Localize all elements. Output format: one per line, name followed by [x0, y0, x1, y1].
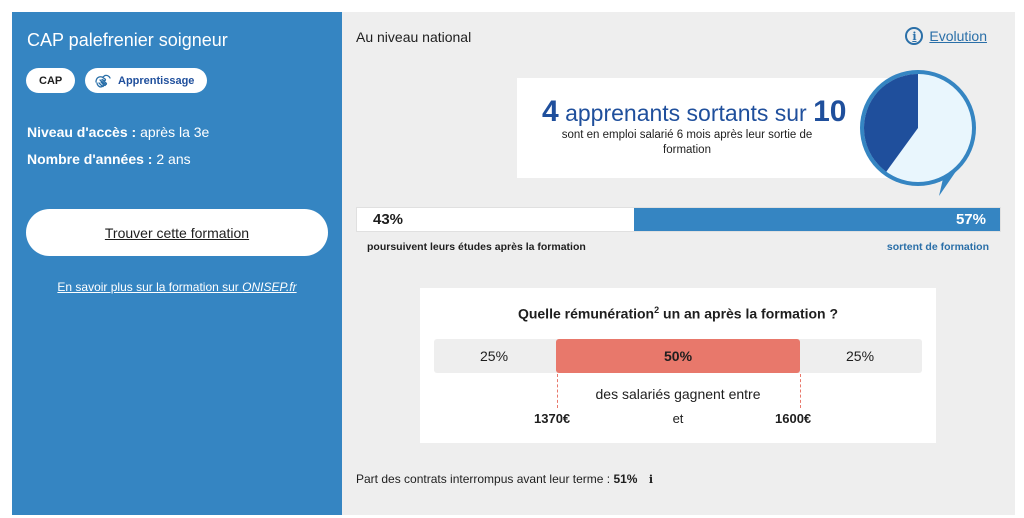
contrats-label: Part des contrats interrompus avant leur…	[356, 472, 611, 486]
niveau-acces-value: après la 3e	[140, 124, 210, 140]
pie-slice	[863, 74, 918, 172]
niveau-acces: Niveau d'accès : après la 3e	[27, 124, 209, 140]
low-dashed-line	[557, 374, 558, 408]
handshake-icon	[95, 74, 111, 88]
contrats-value: 51%	[613, 472, 638, 486]
remuneration-high-value: 1600€	[775, 411, 812, 426]
remuneration-and: et	[672, 411, 684, 426]
contrats-interrompus: Part des contrats interrompus avant leur…	[356, 472, 653, 486]
remuneration-description: des salariés gagnent entre	[595, 386, 761, 402]
remuneration-low-pct: 25%	[480, 348, 509, 364]
remuneration-title-suffix: un an après la formation ?	[659, 305, 839, 322]
contrats-info-icon[interactable]: i	[648, 473, 654, 486]
nombre-annees-label: Nombre d'années :	[27, 151, 153, 167]
emploi-middle: apprenants sortants sur	[565, 100, 807, 126]
remuneration-title: Quelle rémunération2 un an après la form…	[420, 305, 936, 322]
nombre-annees: Nombre d'années : 2 ans	[27, 151, 191, 167]
niveau-acces-label: Niveau d'accès :	[27, 124, 137, 140]
remuneration-mid-pct: 50%	[664, 348, 693, 364]
high-dashed-line	[800, 374, 801, 408]
emploi-card: 4 apprenants sortants sur 10 sont en emp…	[517, 78, 922, 178]
nombre-annees-value: 2 ans	[156, 151, 191, 167]
remuneration-bar: 25% 50% 25%	[434, 339, 922, 373]
info-icon[interactable]: i	[905, 27, 924, 45]
remuneration-high-pct: 25%	[846, 348, 875, 364]
emploi-total: 10	[813, 95, 847, 128]
sortent-caption: sortent de formation	[886, 241, 989, 253]
emploi-headline: 4 apprenants sortants sur 10	[542, 95, 846, 129]
national-panel: Au niveau national i Evolution 4 apprena…	[342, 12, 1015, 515]
evolution-link[interactable]: i Evolution	[905, 27, 987, 45]
remuneration-mid-segment	[556, 339, 800, 373]
formation-panel: CAP palefrenier soigneur CAP Apprentissa…	[12, 12, 342, 515]
sortent-fill	[633, 208, 1000, 231]
emploi-description: sont en emploi salarié 6 mois après leur…	[561, 129, 813, 156]
find-formation-button[interactable]: Trouver cette formation	[26, 209, 328, 256]
emploi-count: 4	[542, 95, 559, 128]
onisep-link[interactable]: En savoir plus sur la formation sur ONIS…	[12, 280, 342, 294]
poursuivent-pct: 43%	[373, 211, 404, 228]
evolution-link-label[interactable]: Evolution	[929, 28, 987, 44]
onisep-link-site[interactable]: ONISEP.fr	[242, 280, 297, 294]
tag-apprentissage: Apprentissage	[85, 68, 208, 93]
remuneration-note: 2	[654, 305, 660, 315]
poursuivent-caption: poursuivent leurs études après la format…	[367, 241, 586, 253]
tag-apprentissage-label: Apprentissage	[118, 74, 195, 87]
remuneration-card: Quelle rémunération2 un an après la form…	[420, 288, 936, 443]
sortent-pct: 57%	[955, 211, 986, 228]
national-heading: Au niveau national	[356, 29, 472, 45]
emploi-pie-chart	[860, 70, 976, 196]
poursuite-bar: 43% 57%	[356, 207, 1001, 232]
remuneration-low-value: 1370€	[534, 411, 571, 426]
tag-cap: CAP	[26, 68, 76, 93]
tag-cap-label: CAP	[39, 74, 63, 87]
remuneration-title-text: Quelle rémunération	[517, 305, 655, 322]
formation-title: CAP palefrenier soigneur	[27, 30, 228, 50]
onisep-link-text[interactable]: En savoir plus sur la formation sur	[57, 280, 243, 294]
